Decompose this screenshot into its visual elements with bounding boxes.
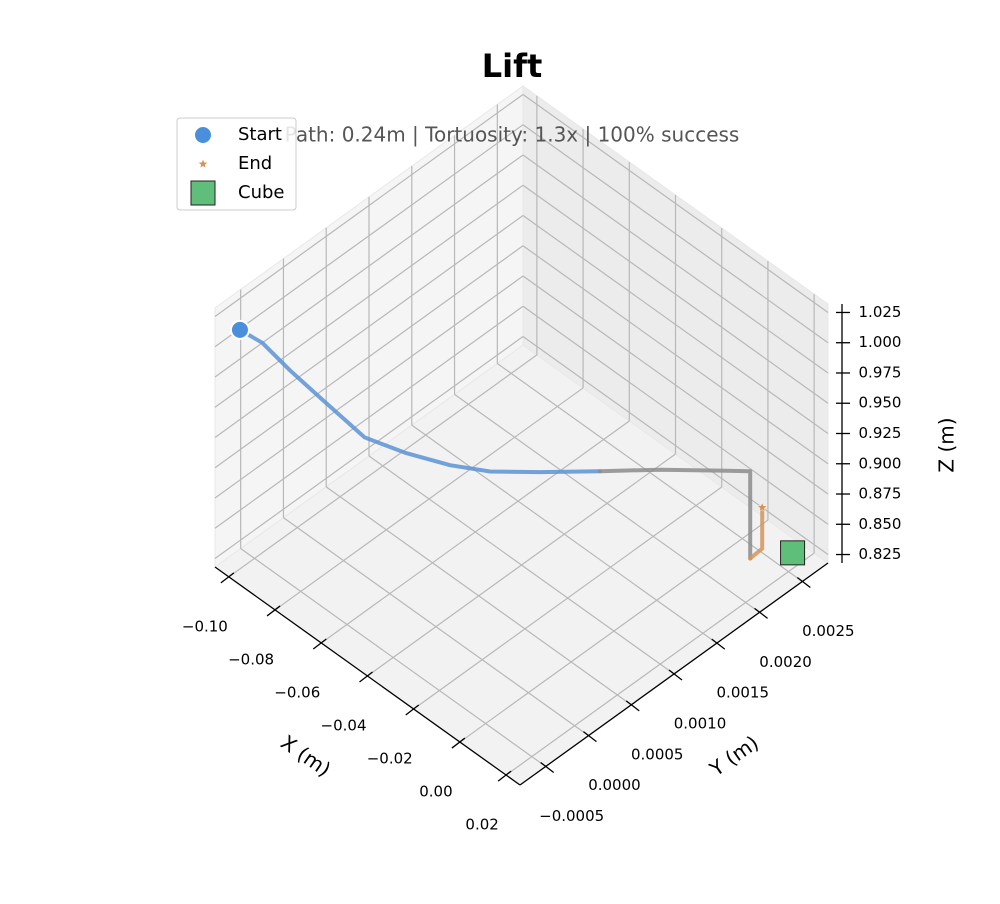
grid-line	[454, 393, 760, 613]
x-tick-label: −0.02	[367, 750, 413, 768]
chart-subtitle: Path: 0.24m | Tortuosity: 1.3x | 100% su…	[285, 123, 740, 147]
x-tick-label: −0.10	[182, 617, 228, 635]
grid-line	[214, 275, 524, 499]
grid-line	[522, 275, 829, 495]
z-tick-label: 0.850	[859, 515, 902, 533]
grid-line	[325, 486, 632, 706]
marker-star	[197, 158, 209, 169]
legend-label: Cube	[238, 182, 284, 203]
y-tick	[668, 669, 683, 681]
z-tick-label: 0.900	[859, 454, 902, 472]
grid-line	[214, 184, 524, 408]
x-tick-label: −0.08	[228, 650, 274, 668]
plot-area	[229, 319, 806, 566]
grid-line	[411, 424, 718, 644]
axes: −0.10−0.08−0.06−0.04−0.02 0.00 0.02 −0.0005…	[182, 303, 902, 834]
x-tick	[451, 737, 466, 749]
chart-title: Lift	[482, 47, 543, 85]
marker-star	[756, 501, 768, 513]
marker-circle	[229, 319, 250, 340]
grid-line	[214, 215, 524, 438]
grid-line	[522, 154, 829, 374]
z-tick-label: 0.875	[859, 485, 902, 503]
trajectory	[748, 505, 765, 561]
z-tick-label: 0.950	[859, 394, 902, 412]
grid-line	[522, 215, 829, 434]
grid-line	[214, 154, 524, 378]
grid	[214, 93, 829, 776]
z-tick-label: 0.925	[859, 424, 902, 442]
y-tick	[540, 761, 555, 774]
y-tick	[583, 731, 597, 743]
grid-line	[522, 93, 829, 313]
x-tick-label: 0.02	[465, 816, 498, 834]
marker-square	[780, 540, 806, 566]
x-tick-label: −0.04	[321, 717, 367, 735]
y-axis-label: Y (m)	[704, 731, 763, 782]
z-tick-label: 1.025	[859, 303, 902, 321]
x-tick	[405, 704, 420, 716]
trajectory	[597, 467, 753, 561]
grid-line	[522, 305, 829, 525]
z-tick-label: 0.975	[859, 363, 902, 381]
z-tick-label: 1.000	[859, 333, 902, 351]
legend-label: End	[238, 153, 272, 174]
panes	[214, 85, 829, 786]
grid-line	[214, 305, 524, 529]
x-tick	[497, 770, 512, 782]
z-axis-label: Z (m)	[935, 417, 959, 472]
x-tick-label: −0.06	[274, 683, 320, 701]
y-tick-label: 0.0005	[631, 745, 684, 763]
y-tick	[625, 700, 640, 712]
grid-line	[214, 245, 524, 469]
z-tick-label: 0.825	[859, 545, 902, 563]
grid-line	[214, 336, 524, 560]
y-tick	[711, 638, 726, 650]
x-tick	[220, 572, 235, 584]
legend-label: Start	[238, 124, 282, 145]
y-tick-label: 0.0025	[802, 622, 855, 640]
y-tick	[754, 607, 768, 619]
y-tick-label: 0.0015	[717, 684, 770, 702]
grid-line	[522, 124, 829, 344]
legend: Start End Cube	[176, 117, 297, 211]
y-tick-label: 0.0010	[674, 715, 727, 733]
grid-line	[214, 93, 524, 317]
grid-line	[522, 245, 829, 465]
grid-line	[522, 336, 829, 556]
grid-line	[283, 517, 589, 737]
grid-line	[214, 124, 524, 348]
marker-circle	[193, 125, 213, 145]
x-tick	[266, 605, 281, 617]
y-tick-label: −0.0005	[539, 807, 604, 825]
grid-line	[522, 184, 829, 404]
x-tick	[359, 671, 373, 683]
x-axis-label: X (m)	[276, 730, 335, 781]
y-tick-label: 0.0000	[588, 776, 641, 794]
x-tick	[312, 638, 327, 650]
trajectory	[238, 327, 602, 475]
marker-square	[190, 180, 216, 206]
x-tick-label: 0.00	[419, 783, 452, 801]
grid-line	[368, 455, 675, 675]
grid-line	[240, 548, 547, 767]
y-tick-label: 0.0020	[759, 653, 812, 671]
y-tick	[796, 576, 811, 589]
